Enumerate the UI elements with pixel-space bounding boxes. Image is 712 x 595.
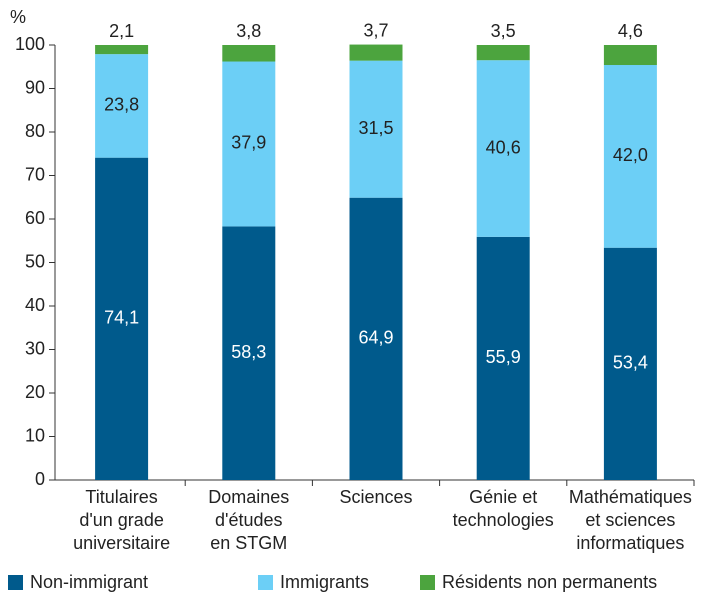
x-tick-line: en STGM xyxy=(210,533,287,553)
bar-segment xyxy=(603,247,657,480)
y-tick-label: 100 xyxy=(15,34,45,54)
bar-segment xyxy=(349,197,403,480)
value-label: 53,4 xyxy=(613,353,648,373)
value-label: 74,1 xyxy=(104,308,139,328)
value-label: 3,8 xyxy=(236,21,261,41)
value-label: 3,7 xyxy=(363,20,388,40)
y-tick-label: 90 xyxy=(25,77,45,97)
bar-segment xyxy=(95,54,149,158)
legend-swatch xyxy=(420,575,435,590)
bar-segment xyxy=(222,61,276,227)
bar-segment xyxy=(603,65,657,248)
y-tick-label: 10 xyxy=(25,425,45,445)
bar-segment xyxy=(222,226,276,480)
y-tick-label: 80 xyxy=(25,121,45,141)
value-label: 58,3 xyxy=(231,342,266,362)
bar-segment xyxy=(222,45,276,62)
x-tick-label: Titulaires d'un grade universitaire xyxy=(73,487,170,553)
y-tick-label: 0 xyxy=(35,469,45,489)
value-label: 42,0 xyxy=(613,145,648,165)
bar-segment xyxy=(95,45,149,55)
x-tick-line: Mathématiques xyxy=(569,487,692,507)
x-tick-line: Domaines xyxy=(208,487,289,507)
value-label: 2,1 xyxy=(109,21,134,41)
value-label: 40,6 xyxy=(486,137,521,157)
bar-segment xyxy=(349,60,403,198)
bar-segment xyxy=(95,157,149,481)
value-label: 3,5 xyxy=(491,21,516,41)
bar-segment xyxy=(603,45,657,66)
y-tick-label: 40 xyxy=(25,295,45,315)
x-tick-line: technologies xyxy=(453,510,554,530)
x-tick-line: Sciences xyxy=(339,487,412,507)
bar-segment xyxy=(476,45,530,61)
value-label: 64,9 xyxy=(358,328,393,348)
value-label: 55,9 xyxy=(486,347,521,367)
x-tick-line: informatiques xyxy=(576,533,684,553)
legend-label: Immigrants xyxy=(280,572,369,592)
x-tick-line: Titulaires xyxy=(85,487,157,507)
x-tick-label: Domaines d'études en STGM xyxy=(208,487,289,553)
x-tick-line: universitaire xyxy=(73,533,170,553)
bar-segment xyxy=(349,44,403,61)
bar-segment xyxy=(476,236,530,480)
legend-swatch xyxy=(258,575,273,590)
value-label: 37,9 xyxy=(231,133,266,153)
legend-swatch xyxy=(8,575,23,590)
x-tick-line: d'études xyxy=(215,510,283,530)
bar-segment xyxy=(476,60,530,237)
y-tick-label: 30 xyxy=(25,338,45,358)
y-tick-label: 50 xyxy=(25,251,45,271)
y-tick-label: 20 xyxy=(25,382,45,402)
legend-label: Non-immigrant xyxy=(30,572,148,592)
x-tick-label: Sciences xyxy=(339,487,412,507)
x-tick-line: et sciences xyxy=(585,510,675,530)
x-tick-line: d'un grade xyxy=(79,510,164,530)
x-tick-line: Génie et xyxy=(469,487,537,507)
y-axis-label: % xyxy=(10,7,26,27)
legend-label: Résidents non permanents xyxy=(442,572,657,592)
y-tick-label: 70 xyxy=(25,164,45,184)
x-tick-label: Mathématiques et sciences informatiques xyxy=(569,487,692,553)
value-label: 31,5 xyxy=(358,118,393,138)
value-label: 23,8 xyxy=(104,95,139,115)
y-tick-label: 60 xyxy=(25,208,45,228)
x-tick-label: Génie et technologies xyxy=(453,487,554,530)
value-label: 4,6 xyxy=(618,21,643,41)
